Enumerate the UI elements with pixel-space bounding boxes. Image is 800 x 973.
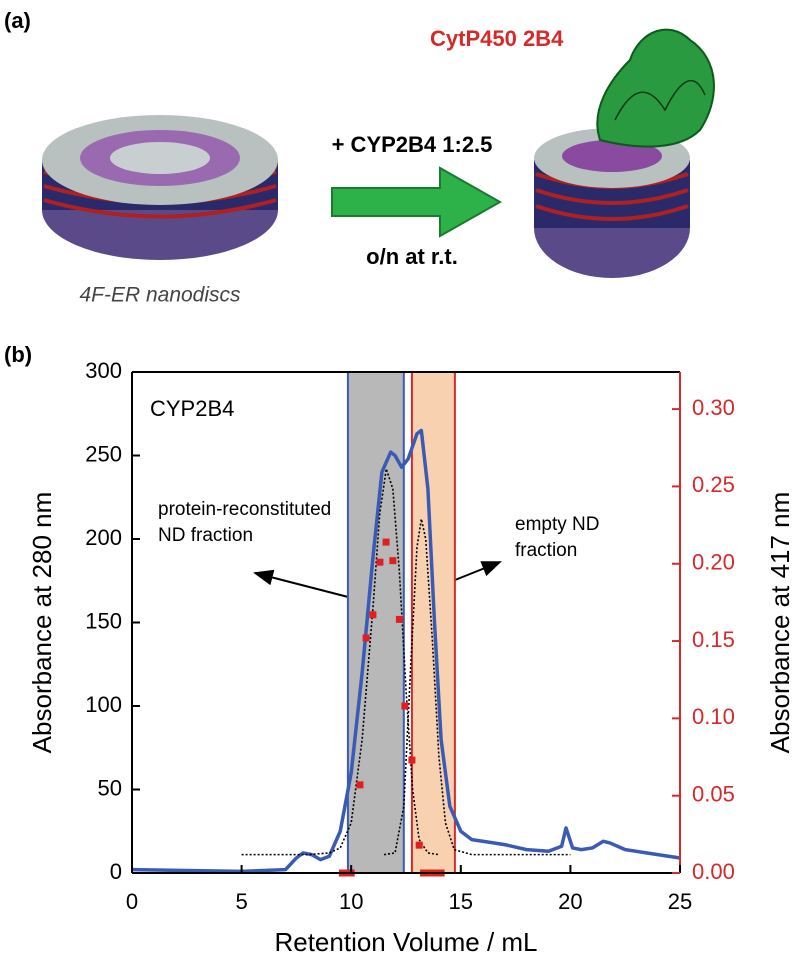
data-point — [389, 557, 397, 565]
annotation: ND fraction — [158, 525, 253, 546]
step-label: o/n at r.t. — [366, 244, 458, 269]
y-tick-label: 300 — [85, 358, 122, 383]
y2-tick-label: 0.10 — [692, 704, 735, 729]
protein-label: CytP450 2B4 — [430, 26, 564, 51]
fraction-region — [347, 372, 404, 873]
protein — [596, 28, 715, 148]
data-point — [395, 615, 403, 623]
y-tick-label: 50 — [98, 775, 122, 800]
y-tick-label: 200 — [85, 525, 122, 550]
disc-label: 4F-ER nanodiscs — [79, 284, 241, 307]
data-point — [401, 702, 409, 710]
data-point — [408, 756, 416, 764]
y2-tick-label: 0.20 — [692, 550, 735, 575]
data-point — [369, 611, 377, 619]
y2-tick-label: 0.15 — [692, 627, 735, 652]
fit-curve — [241, 468, 440, 856]
y2-tick-label: 0.05 — [692, 781, 735, 806]
annotation: CYP2B4 — [150, 396, 234, 421]
absorbance-line — [131, 428, 681, 874]
y-axis-title: Absorbance at 280 nm — [27, 492, 57, 754]
data-point — [356, 781, 364, 789]
annotation: protein-reconstituted — [158, 499, 331, 520]
panel-label: (a) — [4, 8, 31, 33]
data-point — [382, 538, 390, 546]
y2-tick-label: 0.25 — [692, 472, 735, 497]
data-point — [376, 558, 384, 566]
y2-tick-label: 0.30 — [692, 395, 735, 420]
panel-label: (b) — [4, 342, 32, 367]
annotation: fraction — [515, 540, 577, 561]
y2-axis-title: Absorbance at 417 nm — [765, 492, 795, 754]
nanodisc-left — [42, 115, 278, 260]
y-tick-label: 150 — [85, 608, 122, 633]
step-label: + CYP2B4 1:2.5 — [332, 132, 493, 157]
x-tick-label: 5 — [235, 889, 247, 914]
x-tick-label: 0 — [126, 889, 138, 914]
x-tick-label: 25 — [668, 889, 692, 914]
x-tick-label: 15 — [449, 889, 473, 914]
y-tick-label: 0 — [110, 859, 122, 884]
nanodisc-right — [534, 128, 690, 278]
arrow — [331, 166, 503, 238]
x-tick-label: 10 — [339, 889, 363, 914]
data-point — [362, 634, 370, 642]
annotation-arrow — [253, 569, 353, 599]
y-tick-label: 100 — [85, 692, 122, 717]
x-axis-title: Retention Volume / mL — [274, 927, 537, 957]
data-point — [415, 841, 423, 849]
annotation: empty ND — [515, 514, 599, 535]
y2-tick-label: 0.00 — [692, 859, 735, 884]
x-tick-label: 20 — [558, 889, 582, 914]
y-tick-label: 250 — [85, 441, 122, 466]
